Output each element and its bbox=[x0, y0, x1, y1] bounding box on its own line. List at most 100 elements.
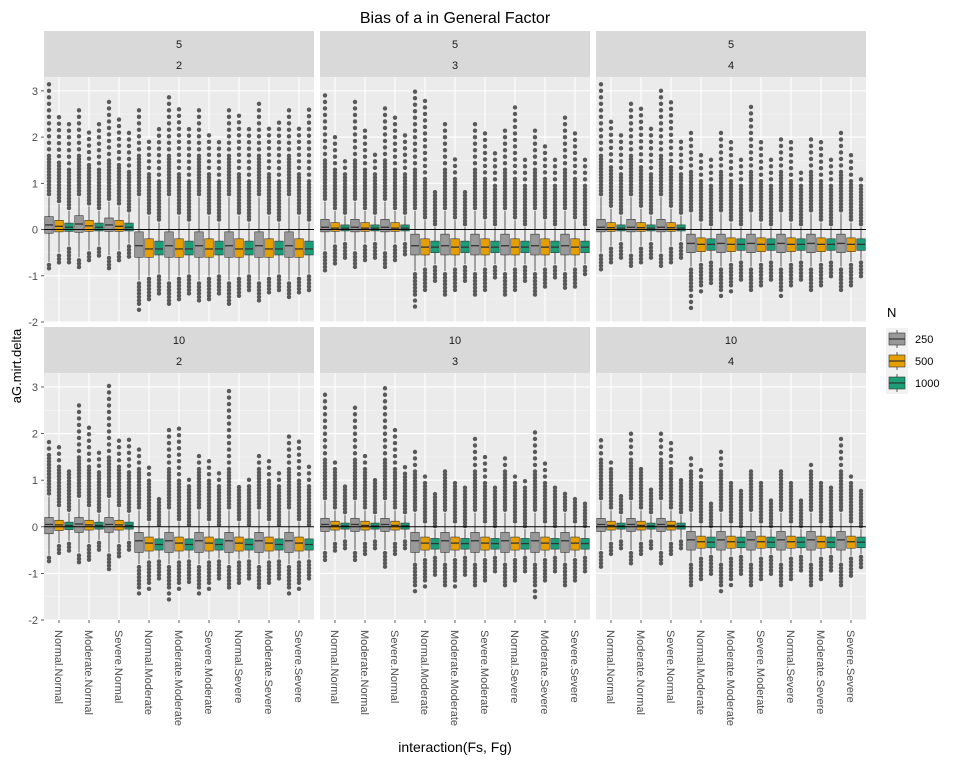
legend-label: 500 bbox=[915, 356, 933, 368]
outlier-point bbox=[266, 165, 272, 170]
outlier-point bbox=[542, 183, 548, 188]
outlier-point bbox=[342, 181, 348, 187]
outlier-point bbox=[678, 477, 684, 483]
outlier-point bbox=[372, 181, 378, 187]
outlier-point bbox=[432, 278, 438, 284]
outlier-point bbox=[628, 172, 634, 178]
outlier-point bbox=[542, 205, 548, 210]
outlier-point bbox=[452, 277, 458, 282]
outlier-point bbox=[56, 470, 62, 476]
outlier-point bbox=[608, 460, 614, 465]
outlier-point bbox=[186, 133, 192, 138]
outlier-point bbox=[96, 470, 102, 475]
outlier-point bbox=[136, 140, 142, 145]
box-iqr bbox=[470, 532, 480, 553]
outlier-point bbox=[362, 147, 368, 153]
outlier-point bbox=[372, 207, 378, 212]
outlier-point bbox=[678, 252, 684, 257]
outlier-point bbox=[638, 139, 644, 144]
boxplot-box bbox=[204, 133, 214, 302]
outlier-point bbox=[688, 456, 694, 461]
outlier-point bbox=[156, 291, 162, 296]
outlier-point bbox=[598, 256, 604, 262]
outlier-point bbox=[778, 156, 784, 162]
outlier-point bbox=[768, 263, 774, 269]
outlier-point bbox=[638, 260, 644, 265]
outlier-point bbox=[718, 176, 724, 181]
outlier-point bbox=[276, 281, 282, 286]
outlier-point bbox=[96, 186, 102, 192]
outlier-point bbox=[56, 166, 62, 172]
outlier-point bbox=[176, 188, 182, 193]
outlier-point bbox=[256, 287, 262, 293]
outlier-point bbox=[382, 151, 388, 157]
outlier-point bbox=[638, 152, 644, 157]
outlier-point bbox=[286, 287, 292, 293]
outlier-point bbox=[126, 450, 132, 456]
outlier-point bbox=[728, 140, 734, 145]
outlier-point bbox=[286, 440, 292, 446]
outlier-point bbox=[86, 257, 92, 263]
outlier-point bbox=[848, 153, 854, 158]
outlier-point bbox=[266, 200, 272, 206]
outlier-point bbox=[342, 210, 348, 215]
outlier-point bbox=[848, 276, 854, 281]
outlier-point bbox=[106, 180, 112, 186]
outlier-point bbox=[382, 251, 388, 256]
outlier-point bbox=[718, 582, 724, 588]
outlier-point bbox=[678, 191, 684, 196]
box-iqr bbox=[500, 532, 510, 553]
outlier-point bbox=[322, 457, 328, 462]
outlier-point bbox=[276, 471, 282, 476]
outlier-point bbox=[838, 195, 844, 200]
outlier-point bbox=[186, 166, 192, 171]
outlier-point bbox=[66, 246, 72, 251]
outlier-point bbox=[96, 492, 102, 497]
outlier-point bbox=[266, 286, 272, 292]
outlier-point bbox=[598, 82, 604, 87]
boxplot-box bbox=[224, 108, 234, 306]
outlier-point bbox=[166, 466, 172, 472]
outlier-point bbox=[442, 154, 448, 159]
outlier-point bbox=[858, 263, 864, 269]
outlier-point bbox=[598, 185, 604, 190]
outlier-point bbox=[472, 154, 478, 159]
outlier-point bbox=[322, 193, 328, 198]
outlier-point bbox=[96, 476, 102, 481]
outlier-point bbox=[176, 207, 182, 212]
outlier-point bbox=[442, 183, 448, 188]
outlier-point bbox=[322, 164, 328, 170]
outlier-point bbox=[126, 179, 132, 184]
outlier-point bbox=[678, 207, 684, 212]
outlier-point bbox=[532, 128, 538, 133]
outlier-point bbox=[818, 198, 824, 203]
box-iqr bbox=[194, 532, 204, 553]
outlier-point bbox=[472, 462, 478, 468]
outlier-point bbox=[532, 449, 538, 455]
outlier-point bbox=[472, 449, 478, 455]
outlier-point bbox=[106, 390, 112, 395]
outlier-point bbox=[322, 418, 328, 423]
boxplot-box bbox=[184, 127, 194, 296]
outlier-point bbox=[412, 89, 418, 94]
outlier-point bbox=[412, 154, 418, 159]
outlier-point bbox=[56, 192, 62, 197]
outlier-point bbox=[522, 212, 528, 217]
outlier-point bbox=[256, 153, 262, 158]
outlier-point bbox=[758, 283, 764, 288]
outlier-point bbox=[236, 175, 242, 180]
outlier-point bbox=[256, 159, 262, 165]
outlier-point bbox=[166, 440, 172, 446]
outlier-point bbox=[332, 134, 338, 140]
outlier-point bbox=[582, 186, 588, 192]
outlier-point bbox=[512, 124, 518, 130]
outlier-point bbox=[828, 157, 834, 163]
outlier-point bbox=[512, 195, 518, 201]
outlier-point bbox=[402, 546, 408, 551]
outlier-point bbox=[748, 111, 754, 116]
outlier-point bbox=[442, 282, 448, 287]
outlier-point bbox=[668, 174, 674, 180]
outlier-point bbox=[572, 215, 578, 220]
outlier-point bbox=[56, 260, 62, 265]
outlier-point bbox=[286, 466, 292, 472]
